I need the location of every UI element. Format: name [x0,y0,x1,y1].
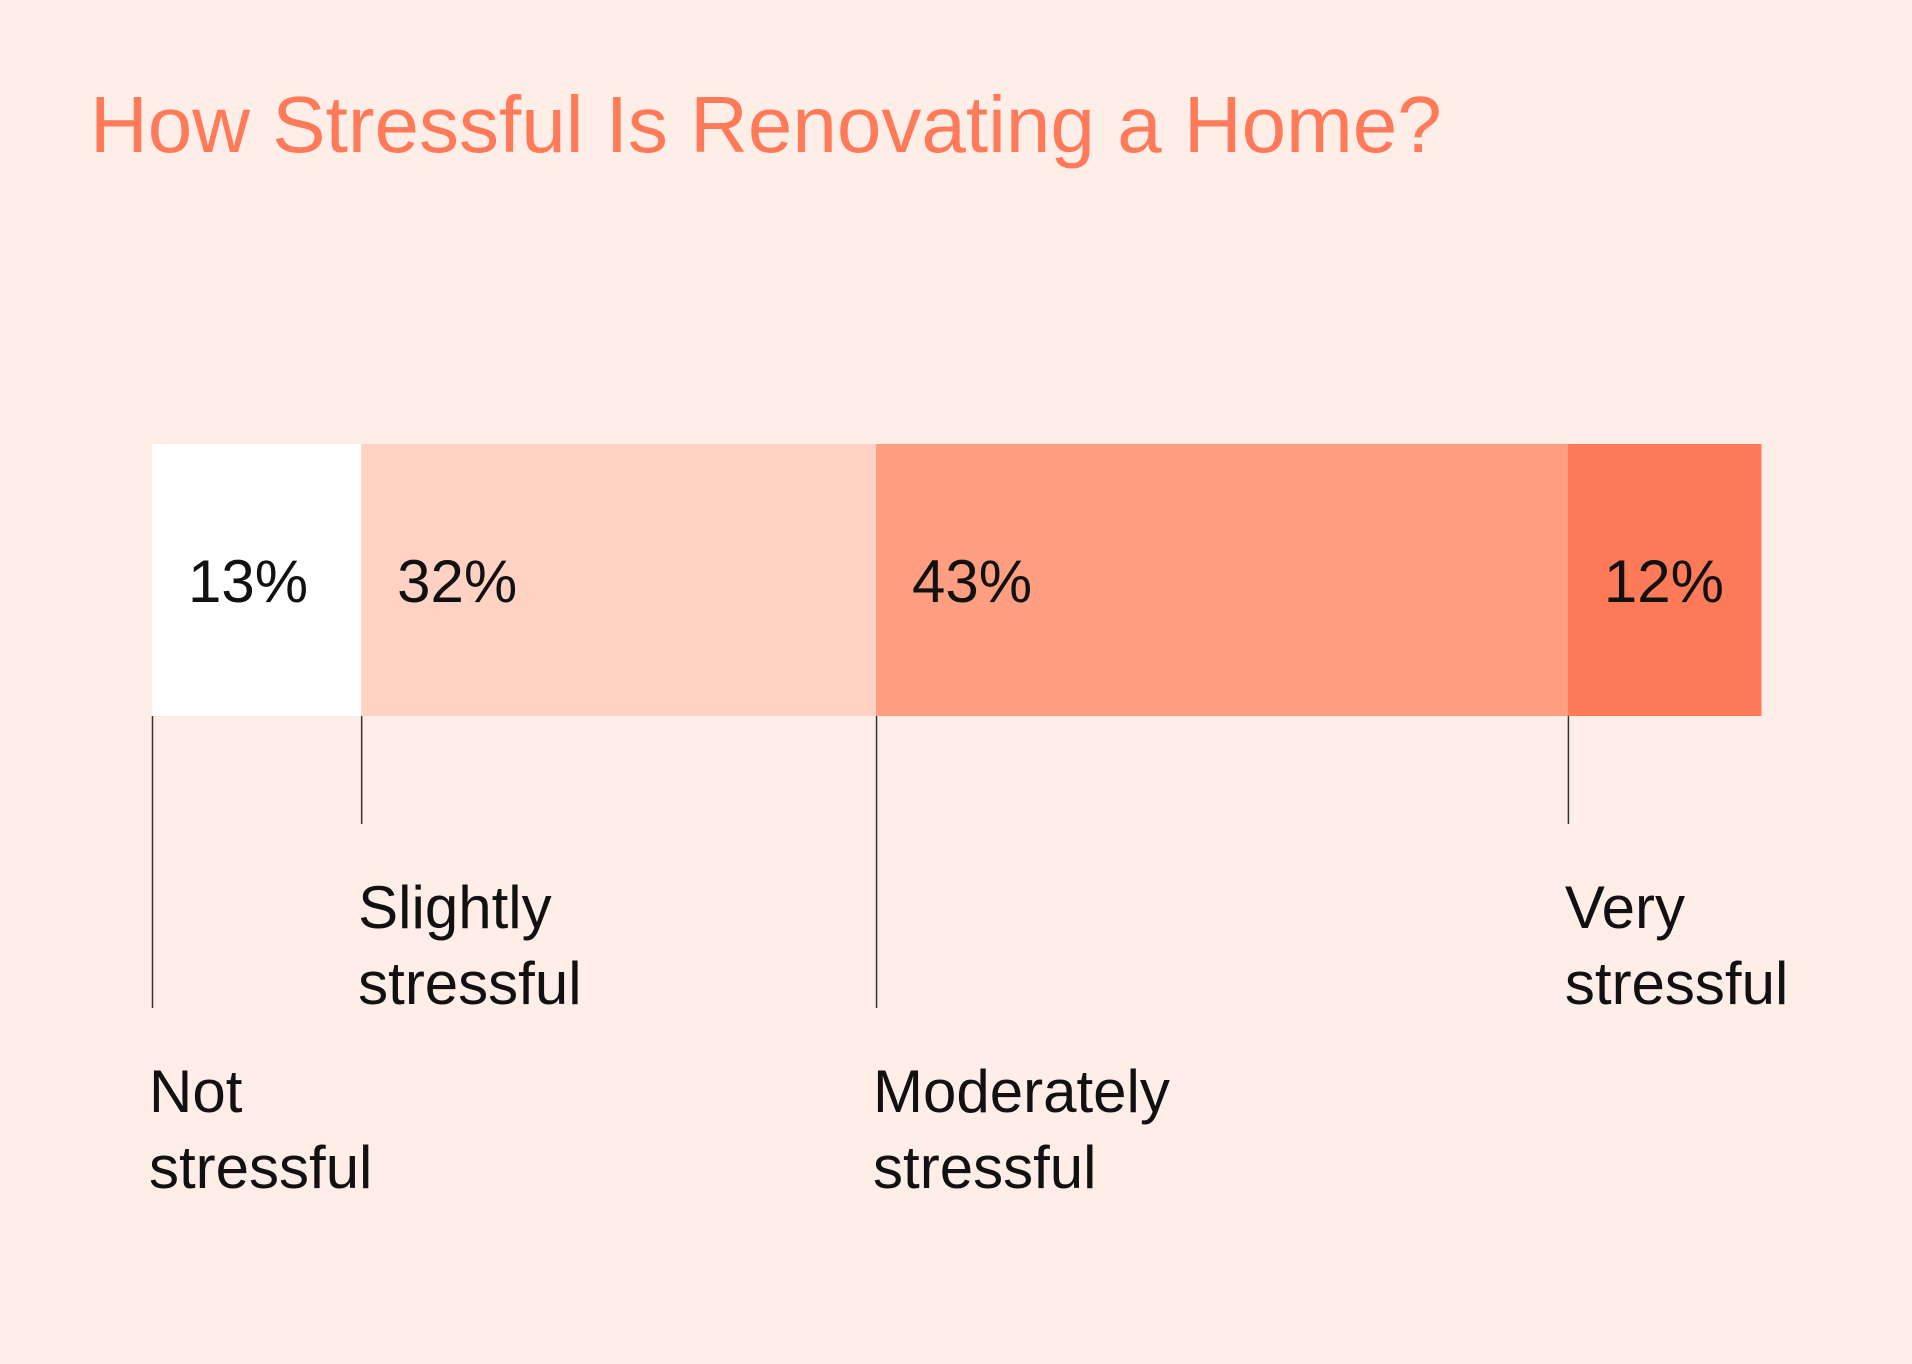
bar-segment-moderately-stressful [876,444,1569,716]
value-labels: 13% 32% 43% 12% [188,548,1724,615]
bar-segment-very-stressful [1567,444,1762,716]
category-label-moderately-stressful: Moderately stressful [873,1058,1170,1201]
chart-title: How Stressful Is Renovating a Home? [90,80,1442,169]
category-label-slightly-stressful: Slightly stressful [358,874,581,1017]
category-labels: Not stressful Slightly stressful Moderately s… [149,874,1788,1201]
value-label-moderately-stressful: 43% [912,548,1032,615]
bar-segments [152,444,1762,716]
value-label-very-stressful: 12% [1604,548,1724,615]
bar-segment-not-stressful [152,444,362,716]
leader-lines [151,716,1570,1008]
category-label-not-stressful: Not stressful [149,1058,372,1201]
bar-segment-slightly-stressful [361,444,877,716]
category-label-very-stressful: Very stressful [1565,874,1788,1017]
value-label-not-stressful: 13% [188,548,308,615]
value-label-slightly-stressful: 32% [397,548,517,615]
